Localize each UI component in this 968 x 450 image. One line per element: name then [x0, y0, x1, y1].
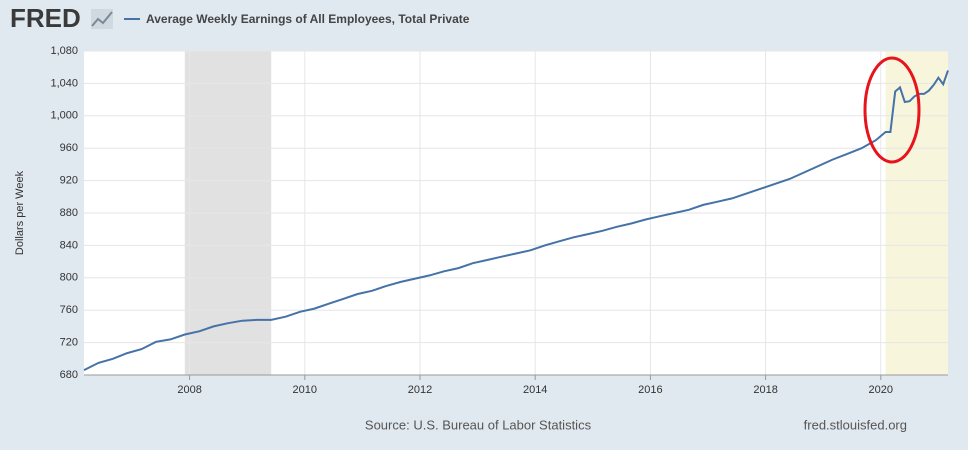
x-tick-label: 2020 — [869, 384, 893, 396]
source: Source: U.S. Bureau of Labor Statistics — [365, 417, 592, 432]
y-tick-label: 920 — [60, 175, 78, 187]
y-tick-label: 1,080 — [50, 45, 78, 57]
y-tick-label: 800 — [60, 272, 78, 284]
x-tick-label: 2018 — [753, 384, 777, 396]
x-tick-label: 2010 — [293, 384, 317, 396]
annotation-circle — [863, 56, 921, 164]
y-tick-label: 720 — [60, 337, 78, 349]
y-tick-label: 880 — [60, 207, 78, 219]
logo: FRED — [10, 3, 81, 33]
y-tick-label: 680 — [60, 369, 78, 381]
x-tick-label: 2014 — [523, 384, 547, 396]
y-axis-label: Dollars per Week — [14, 170, 26, 255]
y-tick-label: 960 — [60, 142, 78, 154]
data-line — [83, 70, 949, 371]
y-tick-label: 760 — [60, 304, 78, 316]
site: fred.stlouisfed.org — [804, 417, 907, 432]
x-tick-label: 2016 — [638, 384, 662, 396]
x-tick-label: 2008 — [177, 384, 201, 396]
x-tick-label: 2012 — [408, 384, 432, 396]
y-tick-label: 1,000 — [50, 110, 78, 122]
y-tick-label: 840 — [60, 239, 78, 251]
logo-icon — [91, 9, 113, 29]
y-tick-label: 1,040 — [50, 77, 78, 89]
legend-label: Average Weekly Earnings of All Employees… — [146, 12, 470, 26]
